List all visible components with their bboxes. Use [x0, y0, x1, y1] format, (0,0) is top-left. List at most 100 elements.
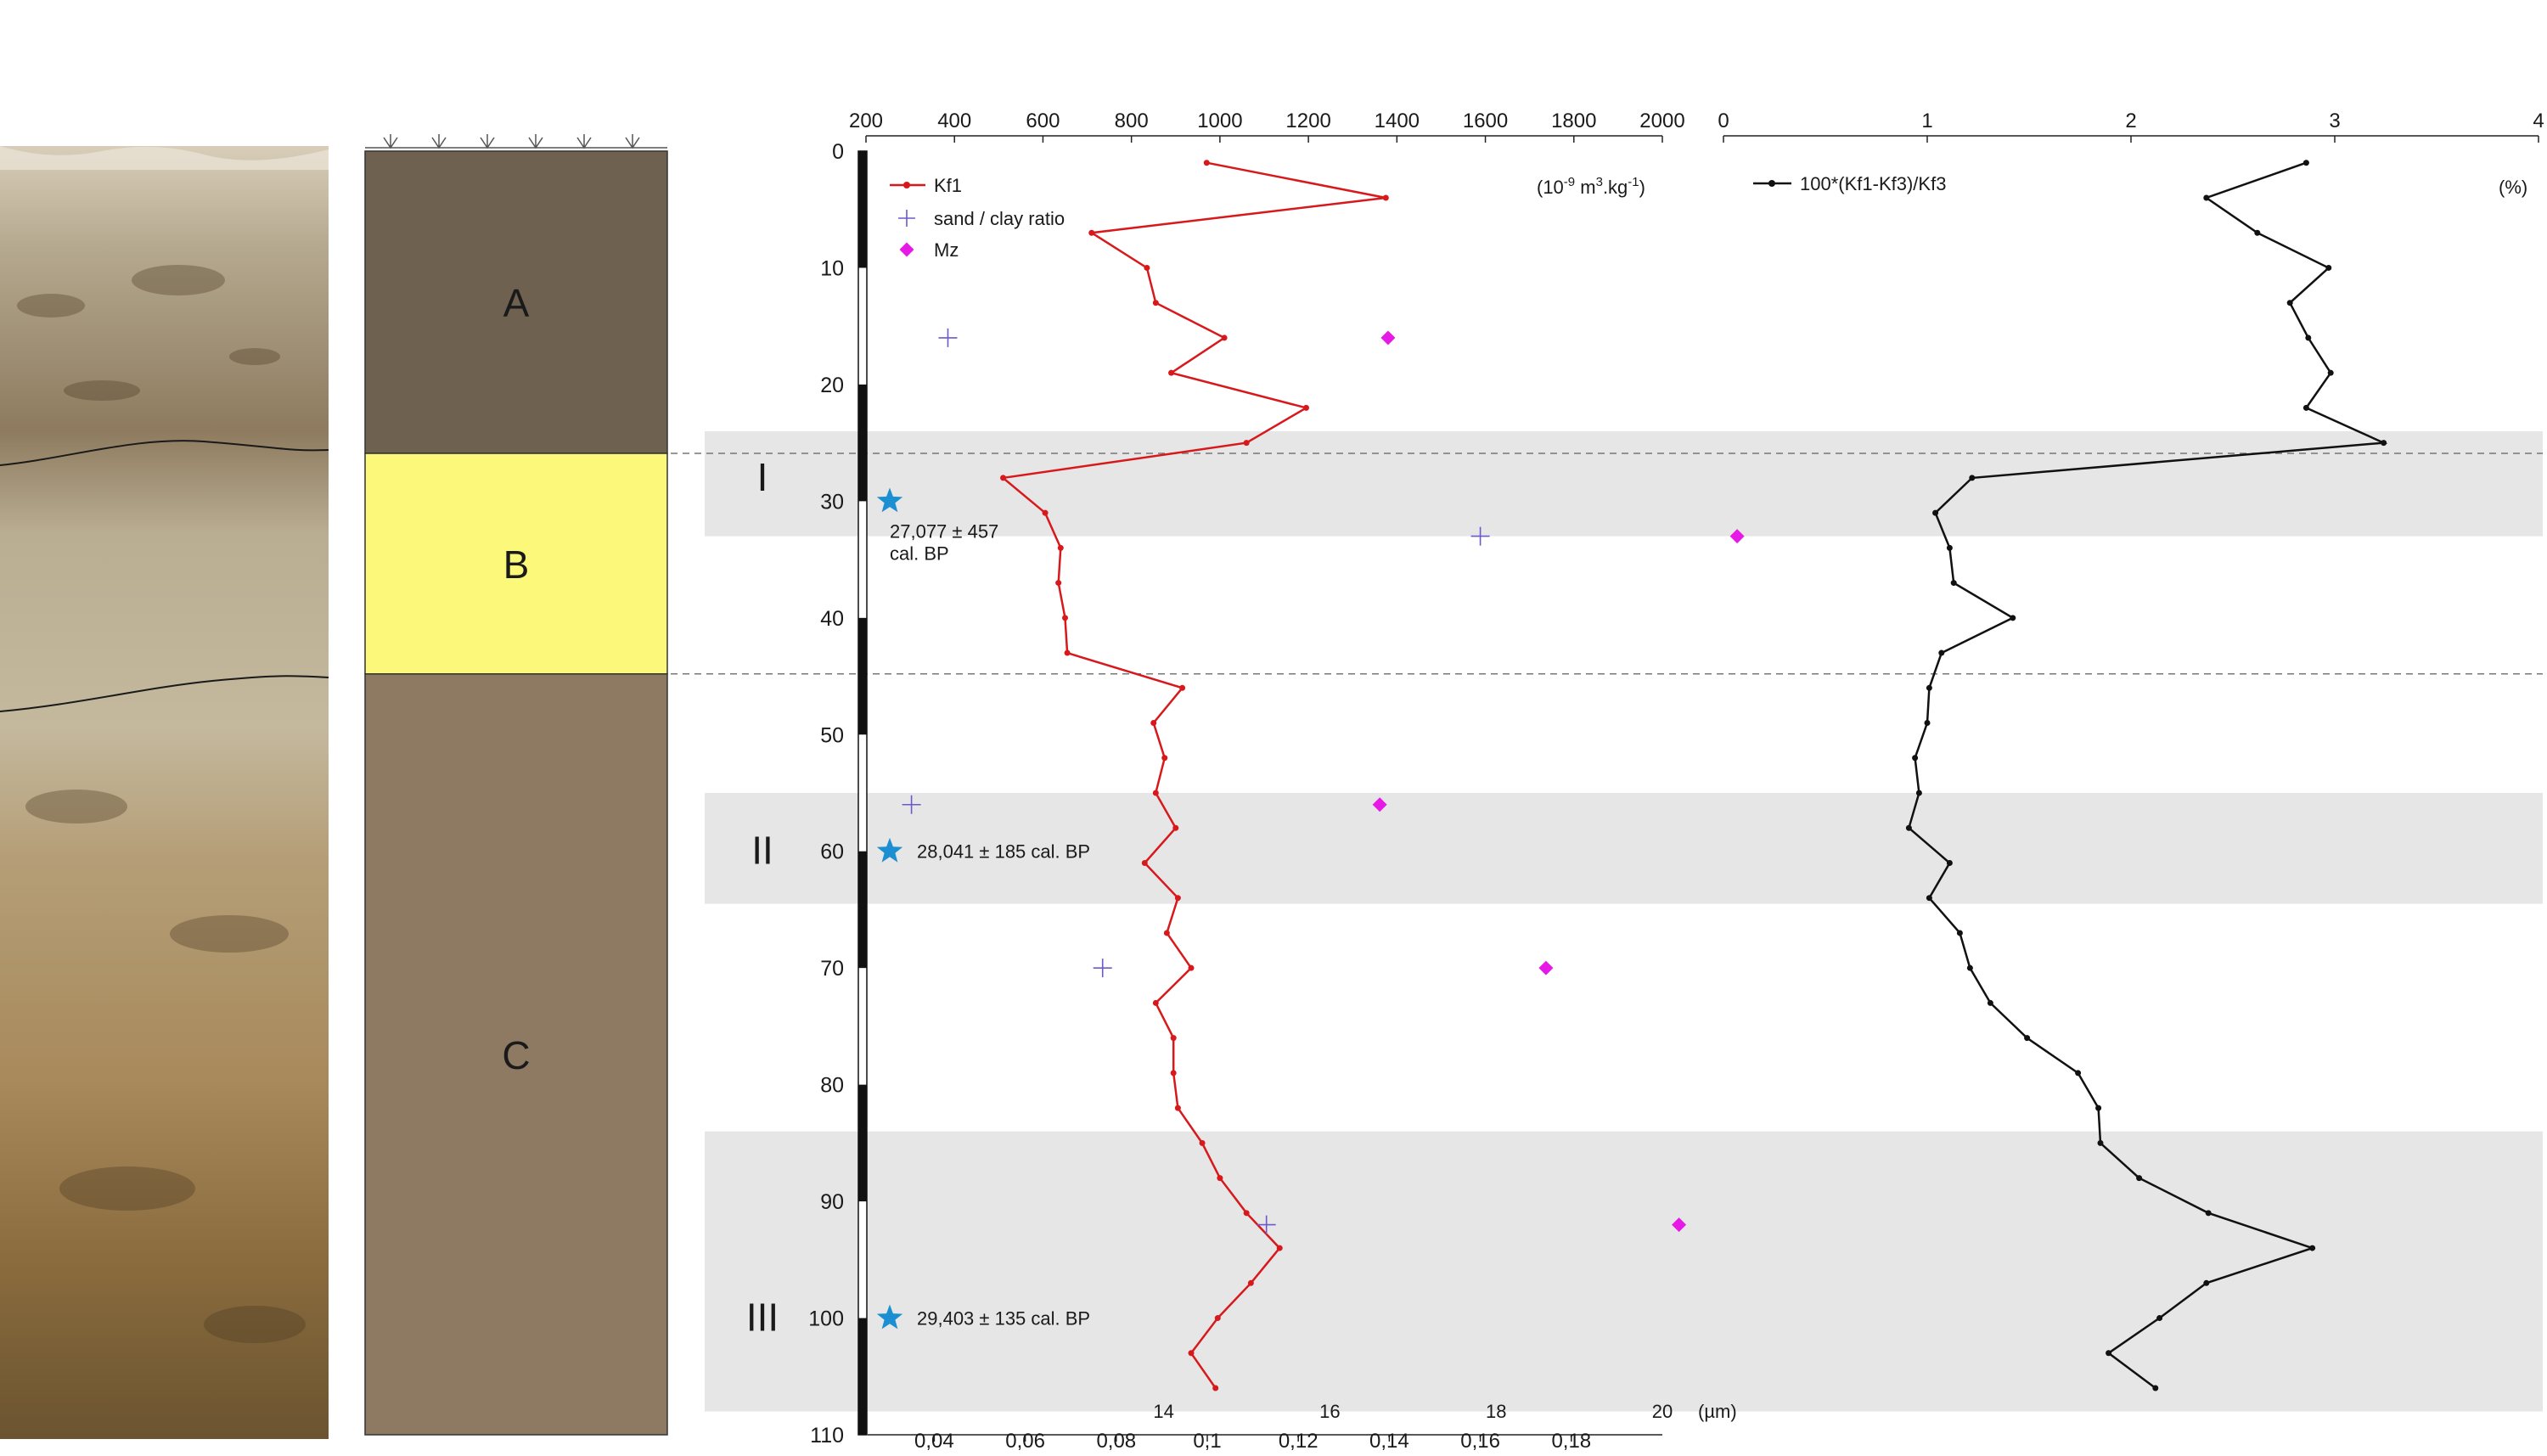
- kf1-point: [1150, 720, 1157, 727]
- depth-tick-label: 110: [810, 1424, 844, 1448]
- kf1-x-tick-label: 1600: [1463, 110, 1508, 132]
- kf1-x-tick-label: 800: [1115, 110, 1149, 132]
- kf1-point: [1152, 300, 1159, 306]
- ratio-point: [2097, 1139, 2104, 1146]
- depth-axis-segment: [858, 1084, 867, 1202]
- horizon-B: [364, 453, 668, 675]
- vegetation-symbol: [431, 134, 447, 149]
- mz-unit: (µm): [1698, 1401, 1737, 1422]
- sand-clay-point: [1093, 958, 1112, 978]
- date-label: cal. BP: [890, 542, 949, 564]
- kf1-point: [1179, 684, 1186, 691]
- sand-clay-x-tick-label: 0,18: [1551, 1430, 1591, 1453]
- ratio-point: [1946, 859, 1953, 866]
- sand-clay-x-tick-label: 0,04: [914, 1430, 954, 1453]
- ratio-point: [2156, 1315, 2163, 1322]
- kf1-point: [1247, 1279, 1254, 1286]
- vegetation-symbol: [480, 134, 495, 149]
- phase-bands: [705, 430, 2543, 1412]
- kf1-point: [1217, 1175, 1223, 1182]
- kf1-x-tick-label: 400: [937, 110, 971, 132]
- ratio-point: [1924, 720, 1931, 727]
- kf1-point: [1144, 264, 1150, 271]
- ratio-point: [2136, 1175, 2143, 1182]
- soil-photo: [0, 146, 329, 1439]
- mz-x-tick-label: 18: [1486, 1401, 1506, 1422]
- kf1-point: [1276, 1245, 1283, 1251]
- legend-kf1: Kf1: [934, 175, 962, 196]
- legend-right: 100*(Kf1-Kf3)/Kf3: [1753, 173, 1946, 194]
- kf1-point: [1174, 1105, 1181, 1111]
- kf1-point: [1042, 509, 1049, 516]
- kf1-point: [1174, 895, 1181, 902]
- kf1-point: [1243, 1210, 1250, 1217]
- ratio-axes: 0 1 2 3 4: [1718, 110, 2544, 143]
- ratio-point: [2325, 264, 2332, 271]
- vegetation-symbol: [625, 134, 640, 149]
- ratio-line: [1907, 161, 2388, 1390]
- ratio-point: [2305, 334, 2312, 341]
- band-II: [705, 793, 2543, 904]
- kf1-point: [1199, 1139, 1206, 1146]
- sand-clay-point: [1257, 1215, 1276, 1234]
- sand-clay-point: [1470, 526, 1490, 546]
- ratio-point: [1926, 684, 1932, 691]
- sand-clay-point: [902, 795, 921, 814]
- ratio-point: [1950, 580, 1957, 587]
- depth-axis-segment: [858, 151, 867, 268]
- ratio-x-tick-label: 4: [2533, 110, 2544, 132]
- kf1-point: [1203, 160, 1210, 166]
- kf1-point: [1212, 1385, 1219, 1391]
- mz-x-tick-label: 20: [1652, 1401, 1673, 1422]
- horizon-label-B: B: [503, 542, 530, 587]
- phase-label-III: III: [746, 1296, 779, 1340]
- kf1-x-tick-label: 1200: [1285, 110, 1330, 132]
- horizon-label-A: A: [503, 281, 530, 325]
- kf1-x-tick-label: 600: [1026, 110, 1060, 132]
- depth-axis-segment: [858, 1318, 867, 1435]
- kf1-point: [1152, 999, 1159, 1006]
- date-star: [876, 487, 903, 513]
- sand-clay-x-tick-label: 0,06: [1005, 1430, 1045, 1453]
- ratio-point: [2381, 440, 2387, 447]
- date-label: 29,403 ± 135 cal. BP: [917, 1308, 1090, 1330]
- ratio-point: [2010, 615, 2016, 621]
- horizon-column: A B C: [364, 134, 668, 1436]
- kf1-line: [1000, 161, 1386, 1389]
- depth-tick-label: 20: [820, 374, 844, 397]
- kf1-point: [1382, 194, 1389, 201]
- kf1-point: [1172, 824, 1179, 831]
- sand-clay-x-tick-label: 0,08: [1096, 1430, 1136, 1453]
- mz-point: [1380, 330, 1396, 346]
- band-III: [705, 1131, 2543, 1412]
- sand-clay-point: [938, 328, 958, 347]
- ratio-point: [1926, 895, 1932, 902]
- ratio-point: [2302, 404, 2309, 411]
- mz-x-tick-label: 16: [1319, 1401, 1340, 1422]
- vegetation-symbol: [528, 134, 543, 149]
- depth-tick-label: 0: [832, 140, 844, 164]
- depth-tick-label: 60: [820, 840, 844, 864]
- kf1-point: [1170, 1070, 1177, 1077]
- ratio-x-tick-label: 3: [2329, 110, 2340, 132]
- depth-tick-label: 90: [820, 1190, 844, 1214]
- ratio-point: [2302, 160, 2309, 166]
- ratio-point: [1987, 999, 1993, 1006]
- kf1-x-tick-label: 1800: [1551, 110, 1596, 132]
- kf1-point: [1055, 580, 1062, 587]
- ratio-point: [2106, 1350, 2112, 1357]
- kf1-point: [1057, 544, 1064, 551]
- ratio-point: [1969, 475, 1976, 481]
- kf1-x-tick-label: 200: [849, 110, 883, 132]
- depth-tick-label: 40: [820, 607, 844, 631]
- depth-axis-segment: [858, 617, 867, 735]
- sand-clay-x-tick-label: 0,1: [1193, 1430, 1221, 1453]
- mz-x-tick-label: 14: [1153, 1401, 1173, 1422]
- ratio-point: [2024, 1035, 2031, 1042]
- sand-clay-x-tick-label: 0,16: [1460, 1430, 1500, 1453]
- ratio-point: [1956, 930, 1963, 936]
- ratio-point: [1905, 824, 1912, 831]
